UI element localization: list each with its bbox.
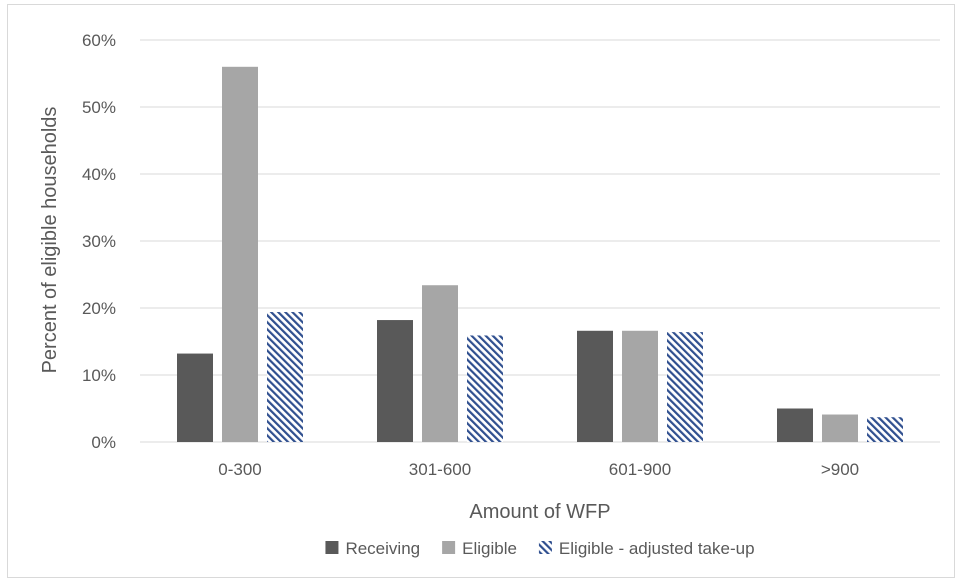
legend-label: Eligible - adjusted take-up bbox=[559, 539, 755, 558]
legend-label: Receiving bbox=[345, 539, 420, 558]
bar-eligible-0 bbox=[222, 66, 258, 443]
bar-receiving-1 bbox=[377, 320, 413, 442]
x-tick-label: >900 bbox=[821, 460, 859, 479]
x-axis-ticks: 0-300 301-600 601-900 >900 bbox=[218, 460, 859, 479]
bar-eligible-adjusted-take-up-3 bbox=[867, 417, 903, 442]
bar-receiving-3 bbox=[777, 408, 813, 442]
legend-label: Eligible bbox=[462, 539, 517, 558]
y-tick-label: 40% bbox=[82, 165, 116, 184]
x-tick-label: 601-900 bbox=[609, 460, 671, 479]
bar-eligible-adjusted-take-up-2 bbox=[667, 332, 703, 442]
x-axis-label: Amount of WFP bbox=[469, 501, 610, 523]
bar-eligible-adjusted-take-up-1 bbox=[467, 335, 503, 442]
y-tick-label: 20% bbox=[82, 299, 116, 318]
y-tick-label: 0% bbox=[91, 433, 116, 452]
y-tick-label: 30% bbox=[82, 232, 116, 251]
y-tick-label: 10% bbox=[82, 366, 116, 385]
bar-receiving-0 bbox=[177, 353, 213, 442]
bar-eligible-3 bbox=[822, 414, 858, 442]
bar-eligible-1 bbox=[422, 285, 458, 442]
chart-frame bbox=[7, 4, 955, 578]
bars bbox=[177, 66, 903, 443]
bar-eligible-2 bbox=[622, 330, 658, 442]
x-tick-label: 301-600 bbox=[409, 460, 471, 479]
y-tick-label: 50% bbox=[82, 98, 116, 117]
legend: Receiving Eligible Eligible - adjusted tak… bbox=[325, 539, 755, 558]
legend-swatch bbox=[538, 541, 552, 554]
bar-eligible-adjusted-take-up-0 bbox=[267, 312, 303, 442]
legend-swatch bbox=[442, 541, 456, 554]
bar-receiving-2 bbox=[577, 330, 613, 442]
gridlines bbox=[140, 39, 940, 443]
y-axis-label: Percent of eligible households bbox=[39, 107, 61, 374]
y-axis-ticks: 0% 10% 20% 30% 40% 50% 60% bbox=[82, 31, 116, 452]
legend-swatch bbox=[325, 541, 339, 554]
y-tick-label: 60% bbox=[82, 31, 116, 50]
x-tick-label: 0-300 bbox=[218, 460, 261, 479]
